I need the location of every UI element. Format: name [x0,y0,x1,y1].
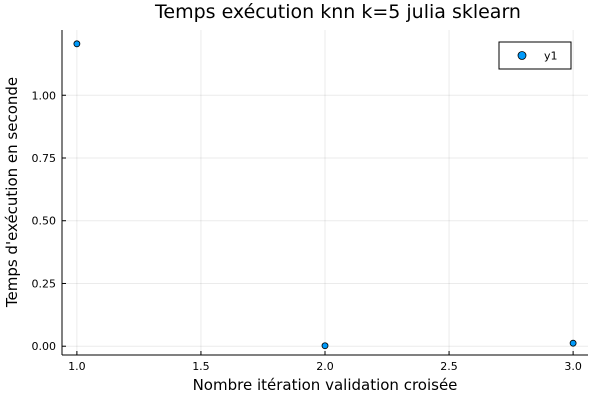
x-tick-label: 2.5 [440,360,458,373]
data-point [569,339,577,347]
y-ticks: 0.00 0.25 0.50 0.75 1.00 [32,89,66,353]
legend-box [498,41,572,70]
grid [62,30,588,355]
data-point [73,40,81,48]
x-tick-label: 1.0 [68,360,86,373]
x-tick-label: 3.0 [564,360,582,373]
data-point [321,342,329,350]
y-tick-label: 0.75 [32,152,57,165]
x-axis-label: Nombre itération validation croisée [193,376,458,394]
x-tick-label: 1.5 [192,360,210,373]
data-points [73,40,577,350]
y-tick-label: 0.25 [32,277,57,290]
legend-marker [517,51,527,60]
chart-title: Temps exécution knn k=5 julia sklearn [154,1,521,23]
legend-label: y1 [544,50,558,63]
y-tick-label: 0.00 [32,340,57,353]
x-tick-label: 2.0 [316,360,334,373]
y-axis-label: Temps d'exécution en seconde [3,77,21,308]
y-tick-label: 1.00 [32,89,57,102]
x-ticks: 1.0 1.5 2.0 2.5 3.0 [68,351,582,373]
legend: y1 [498,41,572,70]
y-tick-label: 0.50 [32,215,57,228]
